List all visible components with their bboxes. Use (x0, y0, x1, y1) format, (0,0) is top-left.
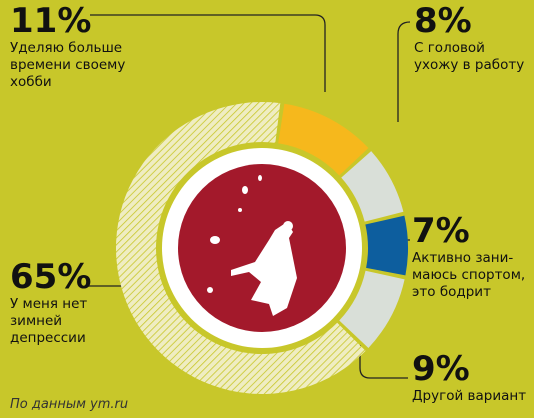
category-label: С головой (414, 40, 485, 56)
value-label: 8% (414, 1, 472, 41)
value-label: 7% (412, 211, 470, 251)
value-label: 9% (412, 349, 470, 389)
category-label: депрессии (10, 330, 86, 346)
value-label: 11% (10, 1, 91, 41)
category-label: Уделяю больше (10, 40, 122, 56)
pie-segment (115, 102, 366, 394)
category-label: зимней (10, 313, 62, 329)
pie-segment (341, 151, 404, 222)
source-note: По данным ym.ru (10, 397, 128, 412)
category-label: маюсь спортом, (412, 267, 525, 283)
category-label: это бодрит (412, 284, 491, 300)
value-label: 65% (10, 257, 91, 297)
leader-line (90, 14, 326, 92)
category-label: Другой вариант (412, 388, 526, 404)
category-label: У меня нет (10, 296, 87, 312)
leader-line (397, 21, 411, 122)
pie-segment (278, 103, 369, 176)
leader-line (359, 345, 408, 379)
pie-segment (339, 270, 405, 348)
category-label: Активно зани- (412, 250, 513, 266)
category-label: хобби (10, 74, 52, 90)
pie-segment (365, 215, 408, 276)
center-disc (178, 164, 346, 332)
category-label: ухожу в работу (414, 57, 524, 73)
illustration (207, 168, 297, 316)
category-label: времени своему (10, 57, 125, 73)
